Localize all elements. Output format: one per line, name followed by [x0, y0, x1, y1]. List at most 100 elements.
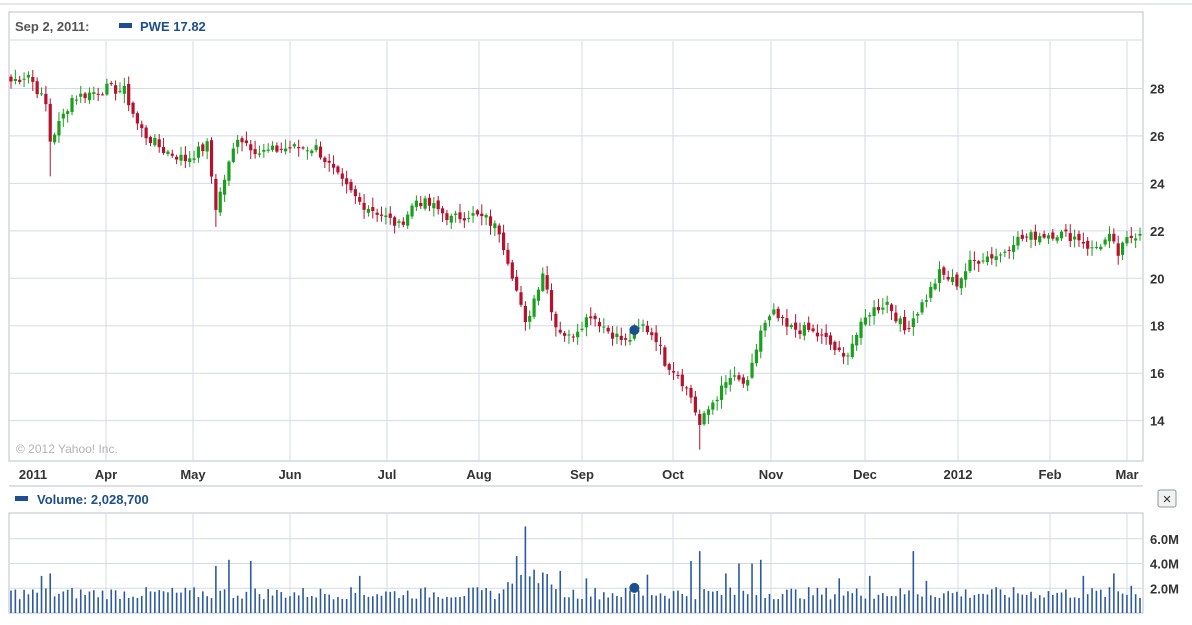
volume-bar [480, 590, 483, 613]
volume-bar [254, 588, 256, 613]
volume-bar [851, 593, 854, 613]
volume-bar [93, 590, 95, 613]
candle-body [336, 166, 340, 173]
candle-body [942, 267, 946, 275]
close-volume-panel-button[interactable]: × [1157, 489, 1177, 508]
volume-bar [210, 598, 213, 613]
volume-bar [158, 590, 161, 613]
volume-bar [1017, 593, 1019, 613]
volume-bar [816, 587, 819, 613]
candle-body [305, 150, 310, 152]
candle-body [545, 275, 549, 290]
candle-body [244, 140, 248, 144]
volume-bar [502, 589, 505, 613]
volume-bar [655, 595, 657, 613]
candle-body [955, 274, 959, 287]
volume-gridlines [9, 514, 1143, 613]
candle-body [392, 217, 397, 226]
volume-bar [873, 598, 875, 613]
volume-bar [328, 594, 331, 613]
volume-bar [712, 591, 714, 613]
volume-bar [677, 590, 679, 613]
volume-bar [1126, 594, 1128, 613]
volume-bar [925, 580, 928, 613]
candle-body [1094, 246, 1099, 248]
volume-y-tick: 4.0M [1150, 557, 1179, 572]
volume-bar [302, 588, 304, 613]
candle-body [270, 145, 275, 150]
volume-bar [40, 575, 43, 613]
candlestick-series [9, 69, 1142, 450]
candle-body [419, 202, 423, 207]
candle-body [872, 307, 876, 316]
candle-body [680, 374, 684, 387]
volume-bar [781, 594, 784, 613]
volume-bar [594, 588, 596, 613]
candle-body [815, 332, 820, 337]
candle-body [74, 99, 78, 101]
candle-body [157, 139, 161, 148]
candle-body [746, 380, 750, 386]
candle-body [9, 76, 13, 82]
candle-body [1003, 251, 1007, 253]
volume-bar [598, 599, 601, 613]
candle-body [528, 315, 532, 322]
volume-bar [184, 587, 187, 613]
candle-body [903, 316, 907, 331]
candle-body [288, 147, 292, 149]
candle-body [501, 232, 506, 251]
candle-body [249, 144, 253, 151]
candle-body [523, 305, 527, 323]
candle-body [205, 141, 209, 152]
volume-bar [18, 599, 21, 613]
volume-bar [489, 590, 492, 613]
candle-body [706, 409, 711, 415]
volume-bar [354, 592, 357, 613]
price-y-tick: 26 [1150, 129, 1164, 144]
volume-bar [1038, 595, 1041, 613]
candle-body [301, 147, 305, 149]
volume-bar [472, 587, 474, 613]
volume-bar [995, 587, 997, 613]
candle-body [79, 93, 83, 97]
volume-bar [938, 597, 941, 613]
candle-body [567, 334, 571, 336]
volume-bar [812, 595, 814, 613]
volume-bar [733, 594, 736, 613]
candle-body [881, 307, 885, 310]
candle-body [663, 347, 667, 366]
x-tick-mar: Mar [1115, 467, 1138, 482]
candle-body [789, 325, 793, 328]
candle-body [641, 324, 645, 326]
candle-body [484, 215, 488, 218]
candle-body [911, 318, 915, 327]
volume-bar [1139, 597, 1141, 613]
volume-bar [581, 598, 583, 613]
volume-bar [114, 590, 117, 613]
candle-body [724, 382, 728, 388]
volume-bar [476, 587, 479, 613]
volume-bar [1086, 594, 1089, 613]
candle-body [693, 396, 697, 413]
candle-body [262, 149, 266, 152]
candle-body [597, 321, 602, 327]
volume-bar [441, 598, 444, 613]
volume-bar [140, 596, 143, 613]
candle-body [467, 217, 471, 219]
volume-bar [725, 573, 727, 613]
volume-bar [1004, 594, 1006, 613]
volume-bar [934, 597, 936, 613]
candle-body [972, 259, 976, 261]
price-y-tick: 22 [1150, 224, 1164, 239]
volume-bar [350, 587, 352, 613]
volume-bar [729, 587, 732, 613]
candle-body [35, 81, 39, 95]
volume-bar [829, 599, 832, 613]
volume-bar [154, 591, 156, 613]
volume-bar [263, 599, 265, 613]
candle-body [192, 158, 196, 160]
candle-body [340, 173, 344, 179]
volume-bar [223, 589, 226, 613]
candle-body [175, 156, 179, 160]
candle-body [240, 138, 244, 143]
